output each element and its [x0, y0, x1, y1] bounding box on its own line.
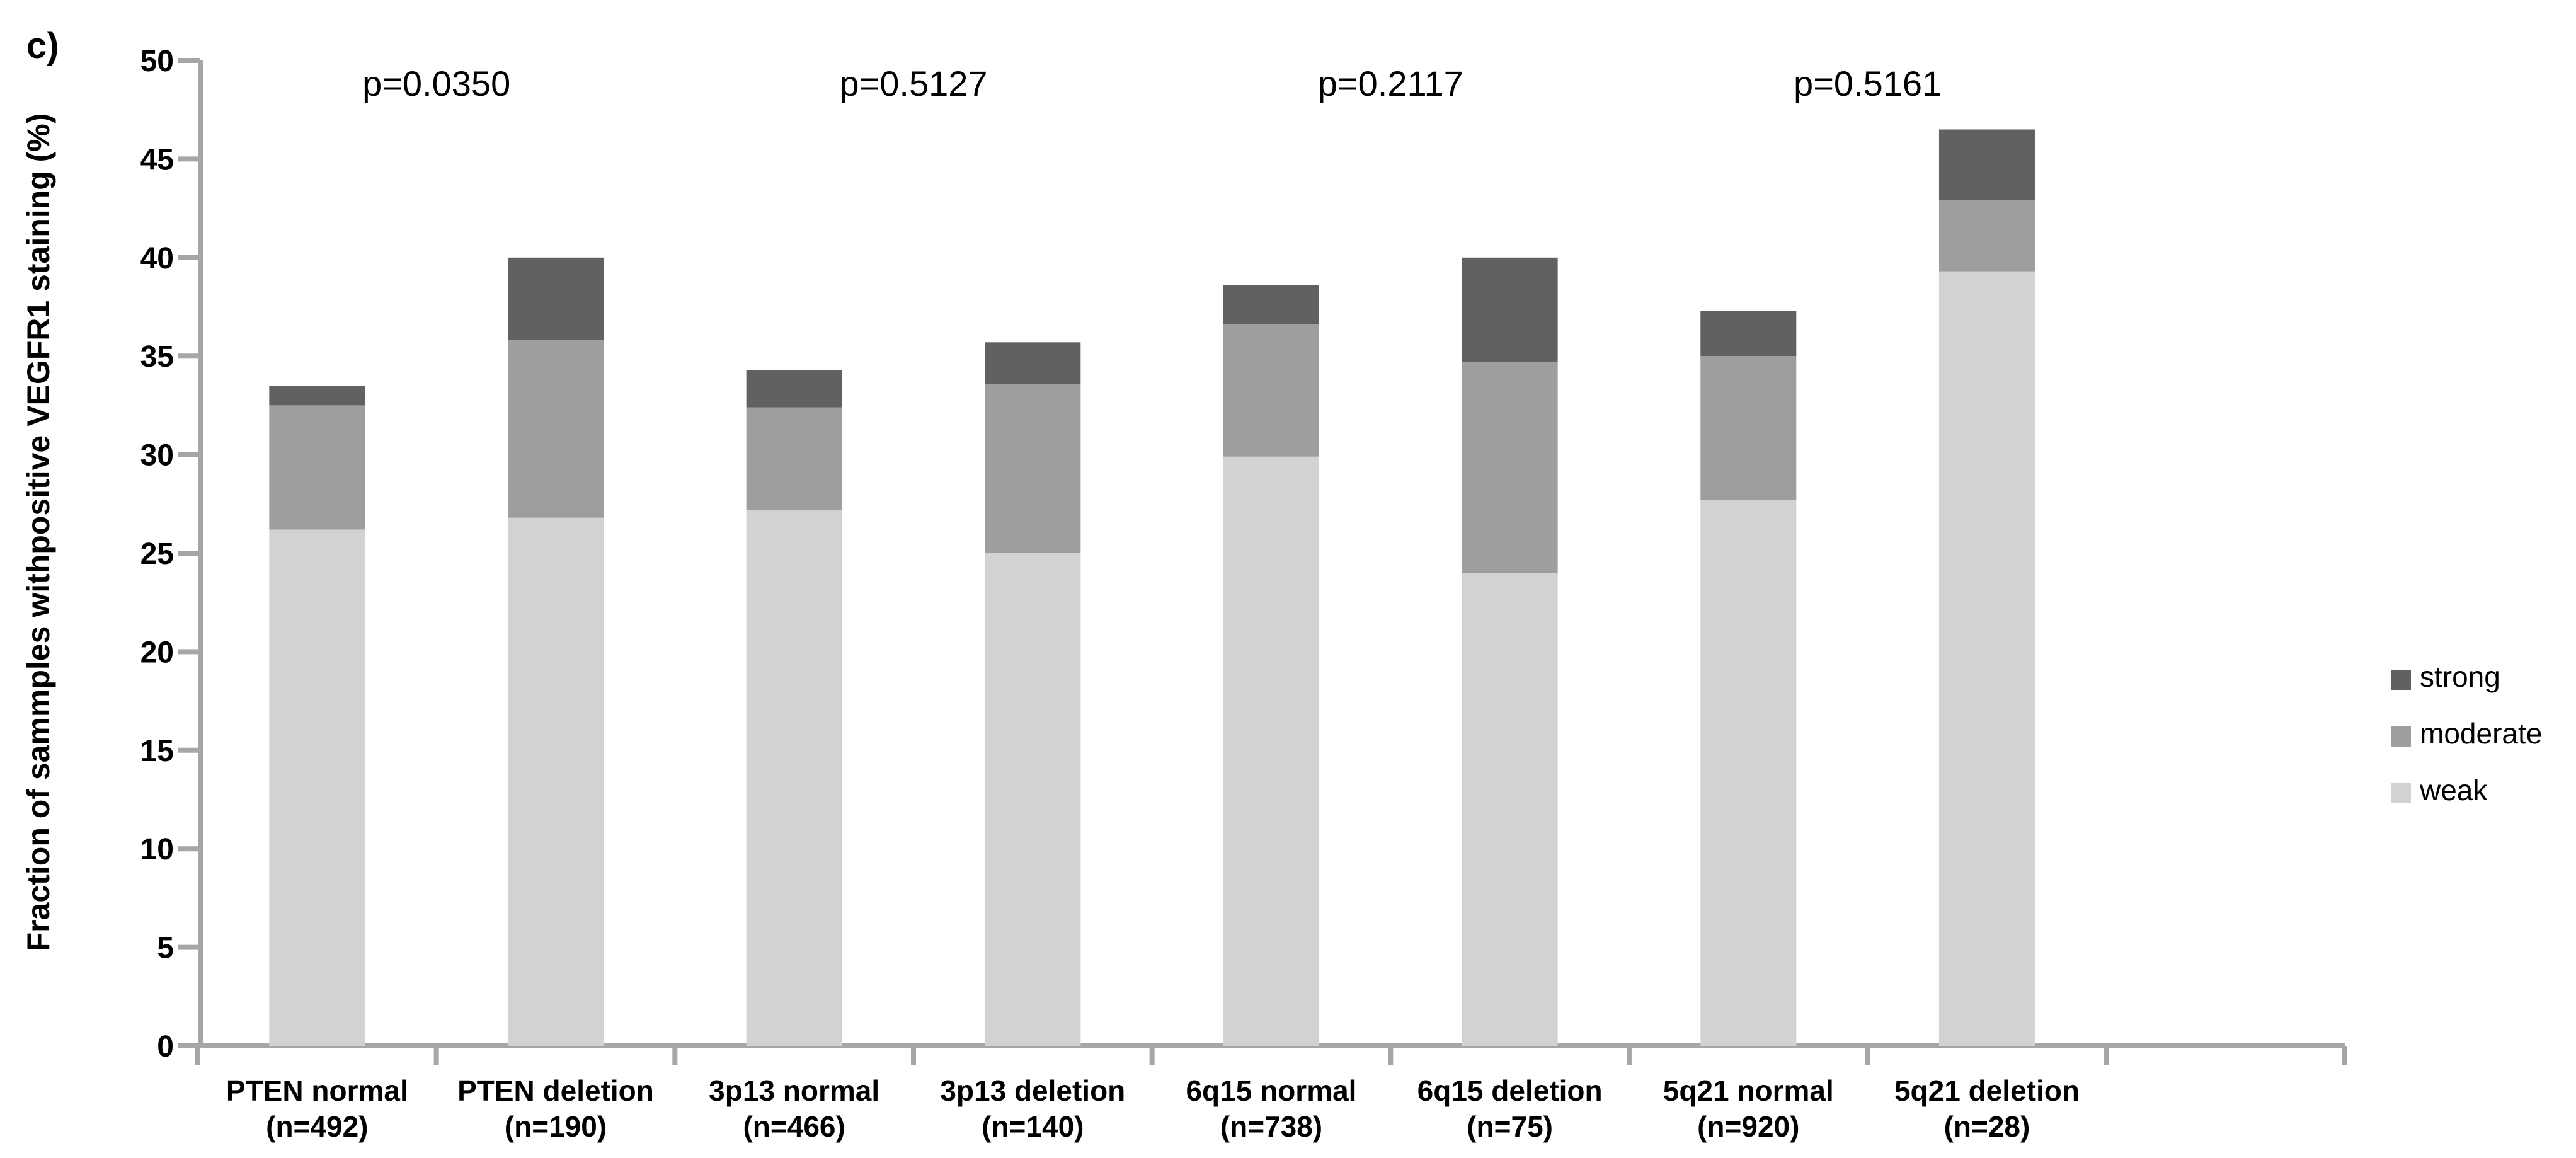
legend-label-weak: weak — [2419, 774, 2488, 806]
legend-group: strong moderate weak — [2391, 660, 2542, 806]
x-category-n-label: (n=492) — [266, 1110, 368, 1143]
p-value-label: p=0.2117 — [1318, 64, 1463, 103]
x-category-label: 3p13 deletion — [940, 1074, 1125, 1107]
bar-segment-moderate — [1462, 362, 1558, 573]
legend-swatch-strong — [2391, 670, 2411, 690]
bar-segment-weak — [1223, 456, 1319, 1046]
x-category-n-label: (n=140) — [982, 1110, 1084, 1143]
y-tick-label: 25 — [140, 537, 174, 571]
bar-segment-weak — [985, 553, 1081, 1046]
bar-segment-weak — [507, 517, 604, 1046]
bar-segment-moderate — [507, 340, 604, 518]
p-value-label: p=0.5161 — [1794, 64, 1942, 103]
x-category-label: PTEN deletion — [457, 1074, 654, 1107]
x-category-label: 6q15 deletion — [1417, 1074, 1603, 1107]
bar-segment-strong — [1700, 311, 1797, 357]
bar-segment-moderate — [985, 383, 1081, 553]
bar-segment-strong — [1462, 257, 1558, 362]
y-tick-label: 40 — [140, 242, 174, 275]
legend-swatch-moderate — [2391, 726, 2411, 747]
y-tick-label: 0 — [157, 1030, 174, 1063]
y-tick-label: 20 — [140, 636, 174, 669]
bar-segment-weak — [1462, 573, 1558, 1046]
bar-segment-weak — [746, 510, 842, 1046]
y-tick-label: 35 — [140, 340, 174, 374]
bar-segment-moderate — [1700, 356, 1797, 500]
p-value-label: p=0.5127 — [839, 64, 987, 103]
bar-segment-moderate — [1223, 324, 1319, 457]
p-values-group: p=0.0350 p=0.5127 p=0.2117 p=0.5161 — [362, 64, 1942, 103]
y-tick-label: 10 — [140, 833, 174, 866]
y-tick-label: 30 — [140, 439, 174, 473]
bar-segment-weak — [1938, 271, 2035, 1046]
bar-segment-weak — [269, 529, 365, 1046]
x-category-n-label: (n=738) — [1220, 1110, 1322, 1143]
bar-segment-strong — [746, 370, 842, 408]
legend-label-moderate: moderate — [2420, 717, 2542, 750]
x-category-n-label: (n=920) — [1697, 1110, 1799, 1143]
x-labels-group: PTEN normal(n=492) PTEN deletion(n=190) 3p… — [226, 1074, 2080, 1143]
y-axis-title: Fraction of sammples withpositive VEGFR1… — [21, 113, 56, 952]
y-tick-label: 45 — [140, 143, 174, 176]
x-category-label: 5q21 deletion — [1894, 1074, 2080, 1107]
bar-segment-strong — [507, 257, 604, 341]
x-category-n-label: (n=466) — [743, 1110, 845, 1143]
y-tick-label: 50 — [140, 45, 174, 78]
bar-segment-strong — [1223, 285, 1319, 325]
panel-letter: c) — [26, 25, 59, 66]
bar-segment-weak — [1700, 500, 1797, 1046]
x-category-label: 5q21 normal — [1663, 1074, 1834, 1107]
bar-segment-moderate — [746, 407, 842, 510]
bars-group — [269, 129, 2035, 1046]
x-category-n-label: (n=28) — [1944, 1110, 2030, 1143]
x-category-n-label: (n=75) — [1467, 1110, 1553, 1143]
bar-segment-moderate — [269, 405, 365, 530]
legend-label-strong: strong — [2420, 660, 2500, 693]
bar-segment-strong — [1938, 129, 2035, 201]
y-tick-label: 15 — [140, 735, 174, 768]
bar-segment-moderate — [1938, 200, 2035, 272]
x-category-label: 3p13 normal — [709, 1074, 879, 1107]
bar-segment-strong — [985, 342, 1081, 384]
y-tick-label: 5 — [157, 932, 174, 965]
x-category-label: PTEN normal — [226, 1074, 408, 1107]
p-value-label: p=0.0350 — [362, 64, 510, 103]
bar-segment-strong — [269, 386, 365, 406]
x-category-label: 6q15 normal — [1186, 1074, 1356, 1107]
x-category-n-label: (n=190) — [505, 1110, 607, 1143]
legend-swatch-weak — [2391, 783, 2411, 803]
